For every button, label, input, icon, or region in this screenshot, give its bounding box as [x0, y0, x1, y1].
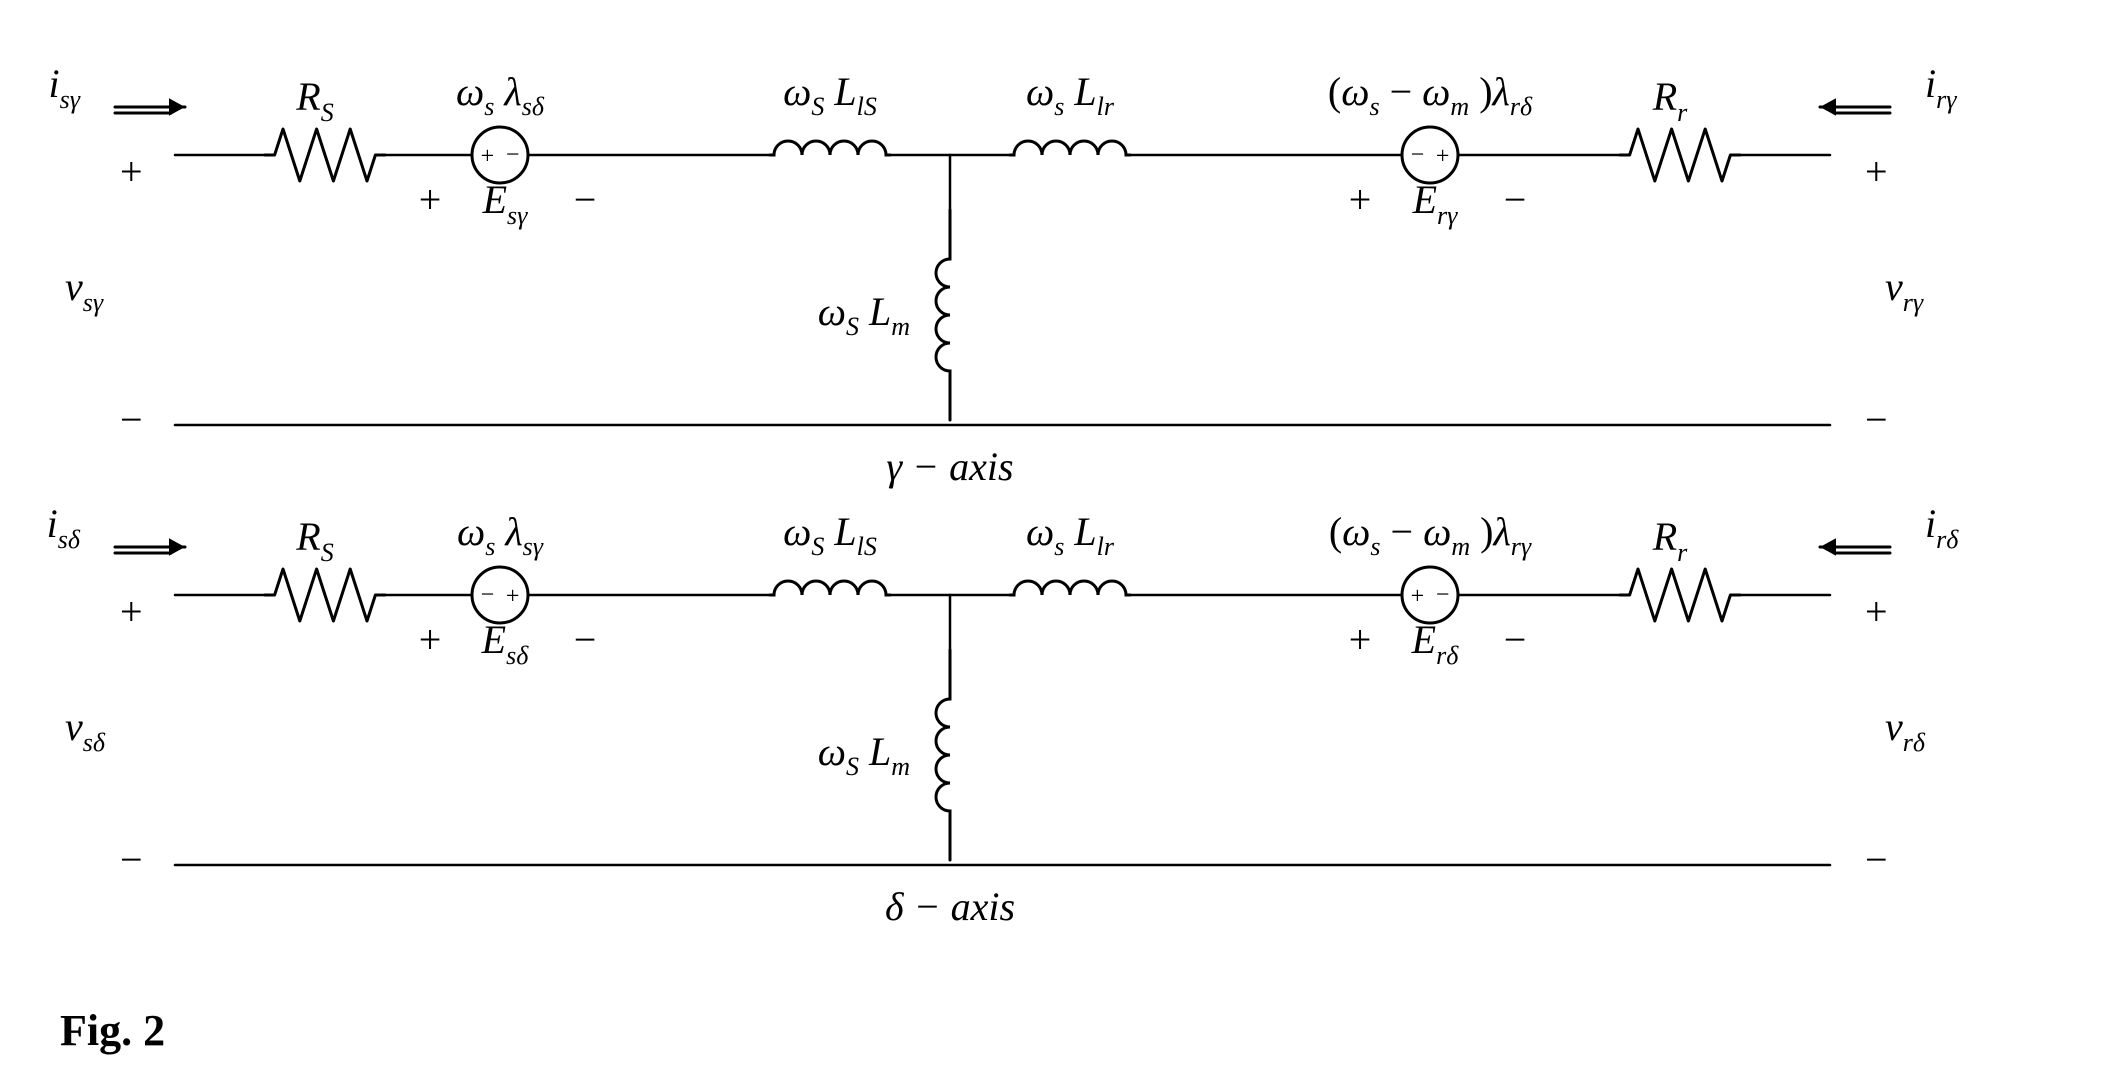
svg-text:ωS LlS: ωS LlS — [783, 69, 877, 121]
svg-text:+: + — [1436, 143, 1450, 169]
svg-text:ωs Llr: ωs Llr — [1026, 69, 1115, 121]
svg-text:vrδ: vrδ — [1885, 704, 1926, 757]
svg-text:−: − — [120, 397, 143, 442]
svg-text:−: − — [1504, 617, 1527, 662]
svg-text:Rr: Rr — [1652, 74, 1688, 127]
svg-text:irγ: irγ — [1925, 61, 1957, 114]
svg-text:−: − — [1504, 177, 1527, 222]
svg-text:RS: RS — [295, 74, 333, 127]
svg-text:+: + — [419, 177, 442, 222]
svg-text:Rr: Rr — [1652, 514, 1688, 567]
svg-text:Fig. 2: Fig. 2 — [60, 1006, 165, 1055]
svg-text:−: − — [1436, 582, 1450, 608]
svg-text:δ − axis: δ − axis — [885, 884, 1015, 929]
svg-text:−: − — [481, 582, 495, 608]
svg-text:ωS LlS: ωS LlS — [783, 509, 877, 561]
svg-text:+: + — [1865, 149, 1888, 194]
svg-text:−: − — [1411, 142, 1425, 168]
svg-text:ωs Llr: ωs Llr — [1026, 509, 1115, 561]
circuit-diagram: +−+−isγirγ+−+−vsγvrγRSRrωS LlSωs LlrωS L… — [0, 0, 2102, 1085]
svg-text:Erγ: Erγ — [1412, 177, 1459, 230]
svg-text:(ωs − ωm )λrγ: (ωs − ωm )λrγ — [1329, 509, 1532, 561]
svg-text:+: + — [481, 143, 495, 169]
svg-text:γ − axis: γ − axis — [886, 444, 1013, 489]
svg-text:Esδ: Esδ — [481, 617, 530, 670]
svg-text:RS: RS — [295, 514, 333, 567]
svg-text:−: − — [1865, 837, 1888, 882]
svg-text:isγ: isγ — [49, 61, 81, 114]
svg-text:−: − — [506, 142, 520, 168]
svg-text:isδ: isδ — [47, 501, 81, 554]
svg-text:Erδ: Erδ — [1411, 617, 1460, 670]
svg-text:ωs λsδ: ωs λsδ — [456, 69, 545, 121]
svg-text:vrγ: vrγ — [1885, 264, 1924, 317]
svg-text:ωS Lm: ωS Lm — [818, 729, 910, 781]
svg-text:−: − — [574, 177, 597, 222]
svg-text:ωS Lm: ωS Lm — [818, 289, 910, 341]
svg-text:+: + — [1411, 583, 1425, 609]
svg-text:Esγ: Esγ — [482, 177, 529, 230]
svg-text:vsδ: vsδ — [65, 704, 106, 757]
svg-text:+: + — [1865, 589, 1888, 634]
svg-text:+: + — [419, 617, 442, 662]
svg-text:+: + — [120, 149, 143, 194]
svg-text:irδ: irδ — [1925, 501, 1959, 554]
svg-text:+: + — [120, 589, 143, 634]
svg-text:+: + — [1349, 177, 1372, 222]
svg-text:−: − — [574, 617, 597, 662]
svg-text:+: + — [506, 583, 520, 609]
svg-text:+: + — [1349, 617, 1372, 662]
svg-text:ωs λsγ: ωs λsγ — [457, 509, 544, 561]
svg-text:vsγ: vsγ — [65, 264, 104, 317]
svg-text:(ωs − ωm )λrδ: (ωs − ωm )λrδ — [1328, 69, 1533, 121]
svg-text:−: − — [120, 837, 143, 882]
svg-text:−: − — [1865, 397, 1888, 442]
